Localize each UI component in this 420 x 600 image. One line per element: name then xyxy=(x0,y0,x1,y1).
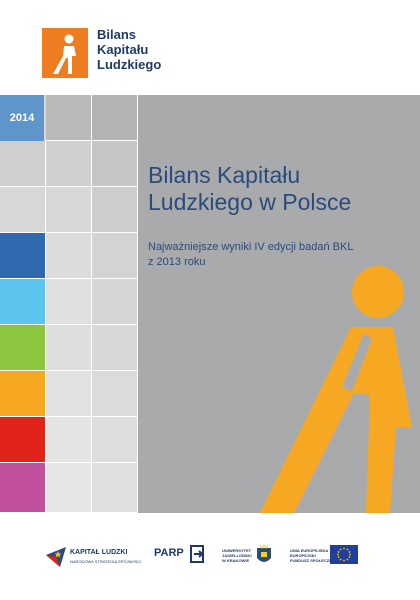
grid-cell xyxy=(46,325,92,371)
cover-panel: Bilans Kapitału Ludzkiego w Polsce Najwa… xyxy=(138,95,420,513)
stripe-cyan xyxy=(0,279,46,325)
grid-cell xyxy=(46,141,92,187)
uj-line3: W KRAKOWIE xyxy=(222,558,250,563)
grid-cell xyxy=(46,187,92,233)
stripe-red xyxy=(0,417,46,463)
kapital-ludzki-icon xyxy=(46,547,66,567)
grid-cell xyxy=(92,417,138,463)
brand-logo-icon xyxy=(42,28,88,78)
eu-flag-icon xyxy=(330,545,358,564)
subtitle-line1: Najważniejsze wyniki IV edycji badań BKL xyxy=(148,241,354,253)
grid-cell xyxy=(46,95,92,141)
brand-line3: Ludzkiego xyxy=(97,57,162,72)
cover-subtitle: Najważniejsze wyniki IV edycji badań BKL… xyxy=(148,240,398,270)
subtitle-line2: z 2013 roku xyxy=(148,256,206,268)
grid-cell xyxy=(0,141,46,187)
left-grid xyxy=(0,95,138,513)
footer: KAPITAŁ LUDZKI NARODOWA STRATEGIA SPÓJNO… xyxy=(0,513,420,600)
grid-cell xyxy=(92,463,138,513)
cover-title: Bilans Kapitału Ludzkiego w Polsce xyxy=(148,162,408,216)
year-badge: 2014 xyxy=(0,95,44,141)
grid-cell xyxy=(46,233,92,279)
grid-cell xyxy=(92,141,138,187)
title-line2: Ludzkiego w Polsce xyxy=(148,189,352,215)
grid-cell xyxy=(46,463,92,513)
uj-text: UNIWERSYTET JAGIELLOŃSKI W KRAKOWIE xyxy=(222,548,252,563)
parp-icon xyxy=(190,545,204,563)
uj-line1: UNIWERSYTET xyxy=(222,548,252,553)
uj-crest-icon xyxy=(257,544,271,562)
eu-line1: UNIA EUROPEJSKA xyxy=(290,548,329,553)
brand-line1: Bilans xyxy=(97,27,137,42)
grid-cell xyxy=(46,417,92,463)
uj-line2: JAGIELLOŃSKI xyxy=(222,553,252,558)
grid-cell xyxy=(92,95,138,141)
grid-cell xyxy=(92,371,138,417)
parp-label: PARP xyxy=(154,547,184,559)
grid-cell xyxy=(92,187,138,233)
title-line1: Bilans Kapitału xyxy=(148,162,301,188)
grid-cell xyxy=(46,279,92,325)
eu-line2: EUROPEJSKI xyxy=(290,553,316,558)
brand-name: Bilans Kapitału Ludzkiego xyxy=(97,27,161,72)
grid-cell xyxy=(46,371,92,417)
stripe-blue xyxy=(0,233,46,279)
grid-cell xyxy=(0,187,46,233)
brand-line2: Kapitału xyxy=(97,42,149,57)
grid-cell xyxy=(92,279,138,325)
kapital-ludzki-logo xyxy=(44,545,68,574)
kl-sub: NARODOWA STRATEGIA SPÓJNOŚCI xyxy=(70,559,142,564)
stripe-orange xyxy=(0,371,46,417)
kl-title: KAPITAŁ LUDZKI xyxy=(70,549,128,556)
stripe-magenta xyxy=(0,463,46,513)
eu-text: UNIA EUROPEJSKA EUROPEJSKI FUNDUSZ SPOŁE… xyxy=(290,548,335,563)
eu-line3: FUNDUSZ SPOŁECZNY xyxy=(290,558,335,563)
walking-figure-icon xyxy=(260,266,412,513)
grid-cell xyxy=(92,233,138,279)
grid-cell xyxy=(92,325,138,371)
header: Bilans Kapitału Ludzkiego xyxy=(0,0,420,95)
stripe-green xyxy=(0,325,46,371)
